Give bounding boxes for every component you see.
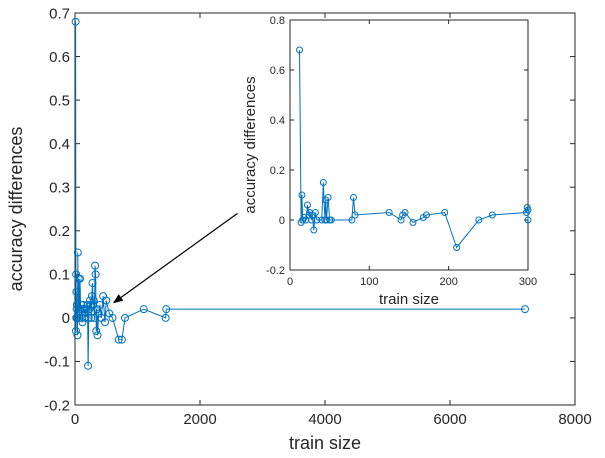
- inset-data-point: [327, 216, 335, 224]
- inset-y-tick-label: 0.2: [270, 165, 285, 177]
- main-data-point: [139, 305, 148, 314]
- main-data-point: [73, 313, 82, 322]
- main-data-point: [101, 318, 109, 327]
- main-y-ticks: -0.2 -0.1 0 0.1 0.2 0.3 0.4 0.5 0.6 0.7: [44, 5, 575, 414]
- main-data-point: [87, 292, 96, 301]
- main-x-ticks: 0 2000 4000 6000 8000: [71, 13, 592, 428]
- inset-y-ticks: -0.2 0 0.2 0.4 0.6 0.8: [266, 15, 528, 277]
- main-data-point: [73, 248, 82, 257]
- main-data-point: [87, 313, 96, 322]
- main-y-tick-label: -0.2: [44, 397, 70, 414]
- main-data-point: [121, 313, 129, 322]
- main-data-point: [96, 300, 104, 309]
- main-x-axis-label: train size: [289, 433, 361, 453]
- main-y-tick-label: -0.1: [44, 354, 70, 371]
- main-data-point: [91, 270, 100, 279]
- inset-data-point: [322, 216, 330, 224]
- main-data-point: [82, 305, 91, 314]
- main-data-point: [114, 335, 123, 344]
- main-y-tick-label: 0.2: [49, 223, 70, 240]
- inset-data-point: [475, 216, 483, 224]
- main-data-point: [92, 326, 101, 335]
- main-data-point: [89, 296, 98, 305]
- inset-data-point: [311, 209, 319, 216]
- main-y-tick-label: 0.5: [49, 92, 70, 109]
- main-data-point: [108, 313, 117, 322]
- main-data-point: [71, 17, 80, 26]
- inset-data-point: [397, 216, 405, 224]
- main-data-point: [71, 326, 80, 335]
- main-y-tick-label: 0.7: [49, 5, 70, 22]
- main-y-tick-label: 0.4: [49, 136, 70, 153]
- inset-data-point: [422, 211, 430, 219]
- inset-data-point: [303, 201, 311, 209]
- main-x-tick-label: 6000: [433, 411, 466, 428]
- main-x-tick-label: 0: [71, 411, 79, 428]
- inset-data-point: [319, 179, 327, 186]
- inset-data-point: [441, 209, 449, 216]
- inset-x-tick-label: 200: [439, 276, 457, 288]
- main-data-point: [117, 335, 126, 344]
- annotation-arrow: [112, 212, 238, 304]
- main-data-point: [80, 309, 89, 318]
- inset-x-ticks: 0 100 200 300: [287, 20, 537, 288]
- main-y-tick-label: 0: [62, 310, 70, 327]
- inset-y-tick-label: 0: [279, 215, 285, 227]
- inset-y-axis-label: accuracy differences: [242, 76, 259, 213]
- inset-y-tick-label: -0.2: [266, 265, 285, 277]
- inset-data-point: [401, 209, 409, 216]
- main-x-tick-label: 8000: [558, 411, 591, 428]
- main-data-point: [91, 261, 99, 270]
- main-y-tick-label: 0.6: [49, 49, 70, 66]
- inset-x-tick-label: 0: [287, 276, 293, 288]
- main-data-point: [161, 313, 170, 322]
- inset-data-point: [409, 219, 417, 226]
- inset-plot: 0 100 200 300 -0.200.20.40.60.8 train size …: [242, 15, 537, 308]
- inset-data-point: [385, 209, 393, 216]
- main-y-tick-label: 0.3: [49, 179, 70, 196]
- inset-data-point: [348, 216, 356, 224]
- main-data-point: [84, 361, 93, 370]
- inset-data-point: [310, 226, 318, 234]
- inset-data-point: [324, 194, 332, 201]
- inset-data-point: [488, 211, 496, 219]
- inset-plot-area: [289, 19, 529, 271]
- main-y-axis-label: accuracy differences: [6, 127, 26, 292]
- inset-data-point: [524, 206, 532, 214]
- inset-data-point: [351, 211, 359, 219]
- inset-data-point: [349, 194, 357, 201]
- main-data-point: [84, 313, 93, 322]
- main-data-point: [72, 287, 81, 296]
- inset-y-tick-label: 0.8: [270, 15, 285, 27]
- inset-data-point: [453, 244, 461, 251]
- inset-y-tick-label: 0.4: [270, 115, 285, 127]
- main-x-tick-label: 2000: [183, 411, 216, 428]
- inset-x-tick-label: 300: [519, 276, 537, 288]
- main-data-point: [102, 296, 111, 305]
- main-data-point: [73, 331, 82, 340]
- inset-data-point: [313, 216, 321, 224]
- main-y-tick-label: 0.1: [49, 267, 70, 284]
- main-data-point: [83, 300, 92, 309]
- inset-data-point: [296, 46, 304, 54]
- main-series: [71, 17, 529, 370]
- main-data-point: [521, 305, 529, 314]
- main-data-point: [76, 274, 84, 283]
- main-data-point: [162, 305, 171, 314]
- main-data-point: [93, 331, 102, 340]
- inset-x-tick-label: 100: [360, 276, 378, 288]
- main-data-point: [94, 309, 103, 318]
- inset-series: [296, 46, 532, 251]
- inset-data-point: [318, 216, 326, 224]
- inset-x-axis-label: train size: [379, 291, 439, 308]
- main-data-point: [88, 279, 97, 288]
- inset-data-point: [524, 216, 532, 224]
- main-data-point: [81, 313, 90, 322]
- inset-y-tick-label: 0.6: [270, 65, 285, 77]
- inset-data-point: [298, 191, 306, 199]
- main-x-tick-label: 4000: [308, 411, 341, 428]
